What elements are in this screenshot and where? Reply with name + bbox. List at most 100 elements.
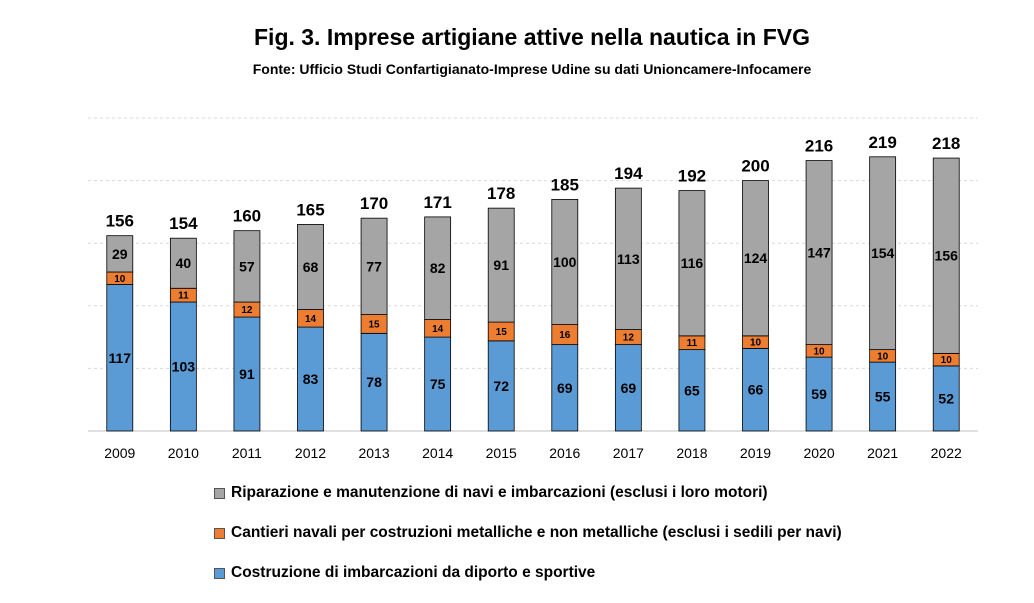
data-label: 82 [430,260,446,276]
data-label: 91 [493,257,509,273]
x-tick-label: 2014 [422,445,453,461]
data-label: 154 [871,245,895,261]
data-label: 75 [430,376,446,392]
data-label: 59 [811,386,827,402]
total-label: 194 [614,164,643,183]
legend-label-costruzione: Costruzione di imbarcazioni da diporto e… [231,564,596,581]
data-label: 91 [239,366,255,382]
total-label: 185 [551,175,579,194]
data-label: 77 [366,258,382,274]
data-label: 55 [875,389,891,405]
data-label: 16 [559,330,571,341]
chart-title: Fig. 3. Imprese artigiane attive nella n… [254,24,810,50]
data-label: 12 [241,305,253,316]
data-label: 69 [621,380,637,396]
legend-label-riparazione: Riparazione e manutenzione di navi e imb… [231,484,768,501]
data-label: 11 [178,291,189,302]
data-label: 14 [432,324,444,335]
bar-segment [487,207,515,323]
x-tick-label: 2019 [740,445,771,461]
x-tick-label: 2013 [358,445,389,461]
data-label: 116 [681,255,704,271]
x-tick-label: 2011 [232,445,262,461]
bar-segment [169,237,197,289]
total-label: 178 [487,184,515,203]
bar-segment [805,160,833,346]
data-label: 10 [750,338,762,349]
chart-subtitle: Fonte: Ufficio Studi Confartigianato-Imp… [252,61,812,77]
x-tick-label: 2020 [803,445,834,461]
data-label: 10 [877,351,889,362]
legend-label-cantieri: Cantieri navali per costruzioni metallic… [231,524,842,541]
x-tick-label: 2018 [676,445,707,461]
data-label: 66 [748,382,764,398]
total-label: 219 [868,133,896,152]
total-label: 165 [296,200,324,219]
data-label: 72 [493,378,509,394]
bar-segment [932,365,960,432]
total-label: 154 [169,214,198,233]
data-label: 113 [617,251,640,267]
total-label: 171 [423,193,451,212]
data-label: 29 [112,246,128,262]
x-tick-label: 2021 [867,445,898,461]
data-label: 103 [172,359,196,375]
bar-segment [678,349,706,432]
bar-segment [805,356,833,432]
bar-segment [869,361,897,432]
data-label: 83 [303,371,319,387]
data-label: 10 [114,274,126,285]
x-tick-label: 2022 [931,445,962,461]
bar-segment [742,180,769,337]
total-label: 192 [678,167,706,186]
x-tick-label: 2009 [104,445,135,461]
bar-segment [551,344,579,432]
x-tick-label: 2017 [613,445,644,461]
total-label: 160 [233,207,261,226]
data-label: 100 [553,254,577,270]
bar-segment [932,157,960,354]
data-label: 14 [305,314,317,325]
bar-segment [678,190,706,337]
data-label: 52 [938,390,954,406]
x-tick-label: 2012 [295,445,326,461]
legend-swatch-blue [214,568,225,579]
data-label: 65 [684,382,700,398]
data-label: 68 [303,259,319,275]
data-label: 124 [744,250,768,266]
total-label: 156 [106,212,134,231]
bar-segment [424,336,452,432]
total-label: 218 [932,134,960,153]
legend-swatch-grey [214,488,225,499]
data-label: 11 [687,338,698,349]
bar-segment [487,340,515,432]
x-tick-label: 2010 [168,445,199,461]
data-label: 57 [239,258,255,274]
bar-segment [360,332,388,432]
stacked-bar-chart: 117 10 29 156 2009 103 11 40 154 2010 91 12 57 160 201… [88,117,978,461]
bar-segment [297,224,324,310]
legend-swatch-orange [214,528,225,539]
bar-segment [233,230,261,303]
bar-segment [297,326,324,432]
data-label: 147 [807,245,831,261]
data-label: 40 [176,255,192,271]
total-label: 200 [741,157,769,176]
bar-segment [424,216,452,320]
data-label: 78 [366,374,382,390]
bar-segment [360,217,388,315]
data-label: 69 [557,380,573,396]
data-label: 10 [941,355,953,366]
bar-segment [106,235,134,273]
x-tick-label: 2015 [486,445,517,461]
data-label: 15 [496,327,508,338]
data-label: 12 [623,333,635,344]
data-label: 117 [108,350,131,366]
total-label: 216 [805,137,833,156]
data-label: 156 [935,248,959,264]
data-label: 10 [814,346,826,357]
bar-segment [233,316,261,432]
x-tick-label: 2016 [549,445,580,461]
total-label: 170 [360,194,388,213]
data-label: 15 [369,319,381,330]
